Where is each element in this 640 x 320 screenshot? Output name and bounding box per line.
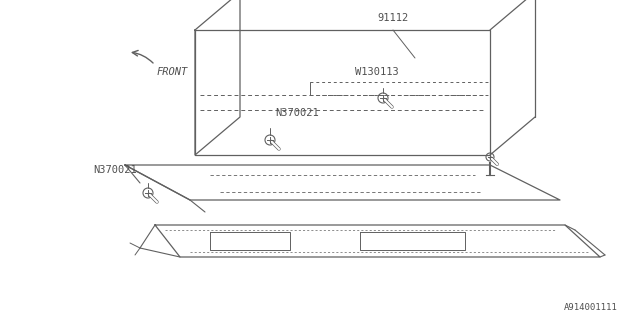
Text: N370021: N370021 [93,165,137,175]
Text: A914001111: A914001111 [564,303,618,312]
Text: W130113: W130113 [355,67,399,77]
Text: N370021: N370021 [275,108,319,118]
Text: 91112: 91112 [378,13,408,23]
Text: FRONT: FRONT [157,67,188,77]
